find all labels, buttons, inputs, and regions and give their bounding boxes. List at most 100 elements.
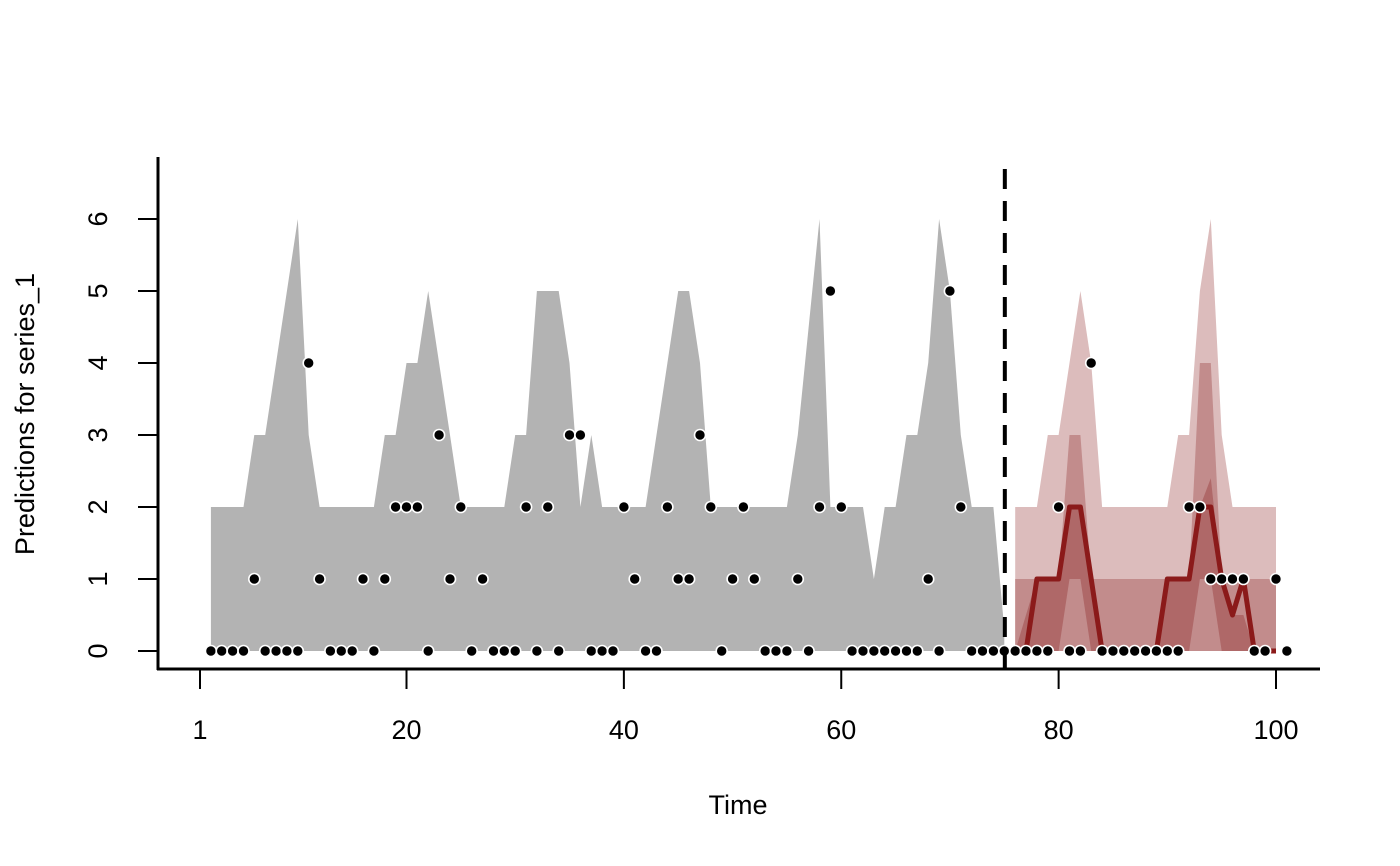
data-point: [443, 572, 457, 586]
data-point: [378, 572, 392, 586]
data-point: [900, 644, 913, 658]
data-point: [508, 644, 522, 658]
data-point: [682, 572, 696, 586]
data-point: [1258, 644, 1272, 658]
x-axis-ticks: 1 20 40 60 80 100: [192, 669, 1299, 745]
data-point: [356, 572, 370, 586]
fit-credible-band: [210, 219, 1005, 651]
data-point: [574, 428, 587, 442]
y-tick-label: 6: [83, 211, 113, 226]
data-point: [1226, 572, 1239, 586]
data-point: [954, 500, 968, 514]
data-point: [878, 644, 892, 658]
data-point: [465, 644, 479, 658]
data-point: [1161, 644, 1174, 658]
fit-band-layer: [210, 219, 1005, 651]
data-point: [715, 644, 729, 658]
x-tick-label: 100: [1253, 715, 1298, 745]
data-point: [1150, 644, 1163, 658]
data-point: [334, 644, 348, 658]
data-point: [1280, 644, 1294, 658]
x-tick-label: 40: [609, 715, 639, 745]
data-point: [237, 644, 250, 658]
data-point: [487, 644, 500, 658]
data-point: [780, 644, 794, 658]
data-point: [389, 500, 402, 514]
data-point: [671, 572, 685, 586]
y-tick-label: 0: [83, 643, 113, 658]
x-tick-label: 20: [391, 715, 421, 745]
data-point: [497, 644, 511, 658]
data-point: [867, 644, 881, 658]
forecast-layer: [1015, 219, 1276, 654]
data-point: [1063, 644, 1076, 658]
data-point: [617, 500, 631, 514]
data-point: [280, 644, 294, 658]
data-point: [704, 500, 718, 514]
data-point: [552, 644, 566, 658]
x-tick-label: 80: [1044, 715, 1074, 745]
data-point: [269, 644, 283, 658]
y-tick-label: 2: [83, 499, 113, 514]
data-point: [313, 572, 326, 586]
data-point: [921, 572, 935, 586]
data-point: [693, 428, 707, 442]
data-point: [889, 644, 902, 658]
data-point: [1215, 572, 1228, 586]
data-point: [1269, 572, 1283, 586]
y-axis-title: Predictions for series_1: [10, 273, 40, 555]
data-point: [737, 500, 750, 514]
data-point: [519, 500, 533, 514]
data-point: [1248, 644, 1261, 658]
data-point: [215, 644, 228, 658]
data-point: [1204, 572, 1218, 586]
data-point: [758, 644, 772, 658]
observation-points: [204, 284, 1294, 658]
data-point: [421, 644, 435, 658]
data-point: [411, 500, 424, 514]
data-point: [1237, 572, 1250, 586]
data-point: [726, 572, 739, 586]
data-point: [345, 644, 359, 658]
y-tick-label: 5: [83, 283, 113, 298]
data-point: [1074, 644, 1087, 658]
data-point: [1030, 644, 1044, 658]
data-point: [628, 572, 642, 586]
data-point: [432, 428, 446, 442]
x-axis-title: Time: [709, 790, 768, 820]
data-point: [791, 572, 805, 586]
y-axis-ticks: 0 1 2 3 4 5 6: [83, 211, 158, 659]
data-point: [650, 644, 663, 658]
data-point: [813, 500, 826, 514]
data-point: [932, 644, 946, 658]
data-point: [476, 572, 489, 586]
data-point: [302, 356, 316, 370]
y-tick-label: 1: [83, 571, 113, 586]
data-point: [747, 572, 761, 586]
data-point: [367, 644, 381, 658]
data-point: [824, 284, 837, 298]
data-point: [1117, 644, 1131, 658]
data-point: [584, 644, 598, 658]
data-point: [1095, 644, 1109, 658]
data-point: [802, 644, 815, 658]
data-point: [639, 644, 652, 658]
data-point: [1052, 500, 1065, 514]
data-point: [204, 644, 218, 658]
data-point: [976, 644, 989, 658]
data-point: [1106, 644, 1120, 658]
y-tick-label: 4: [83, 355, 113, 370]
data-point: [1041, 644, 1055, 658]
data-point: [1084, 356, 1098, 370]
data-point: [1128, 644, 1141, 658]
data-point: [910, 644, 924, 658]
data-point: [258, 644, 272, 658]
data-point: [248, 572, 261, 586]
data-point: [943, 284, 957, 298]
data-point: [324, 644, 337, 658]
data-point: [1171, 644, 1185, 658]
data-point: [856, 644, 870, 658]
data-point: [291, 644, 305, 658]
data-point: [1182, 500, 1196, 514]
